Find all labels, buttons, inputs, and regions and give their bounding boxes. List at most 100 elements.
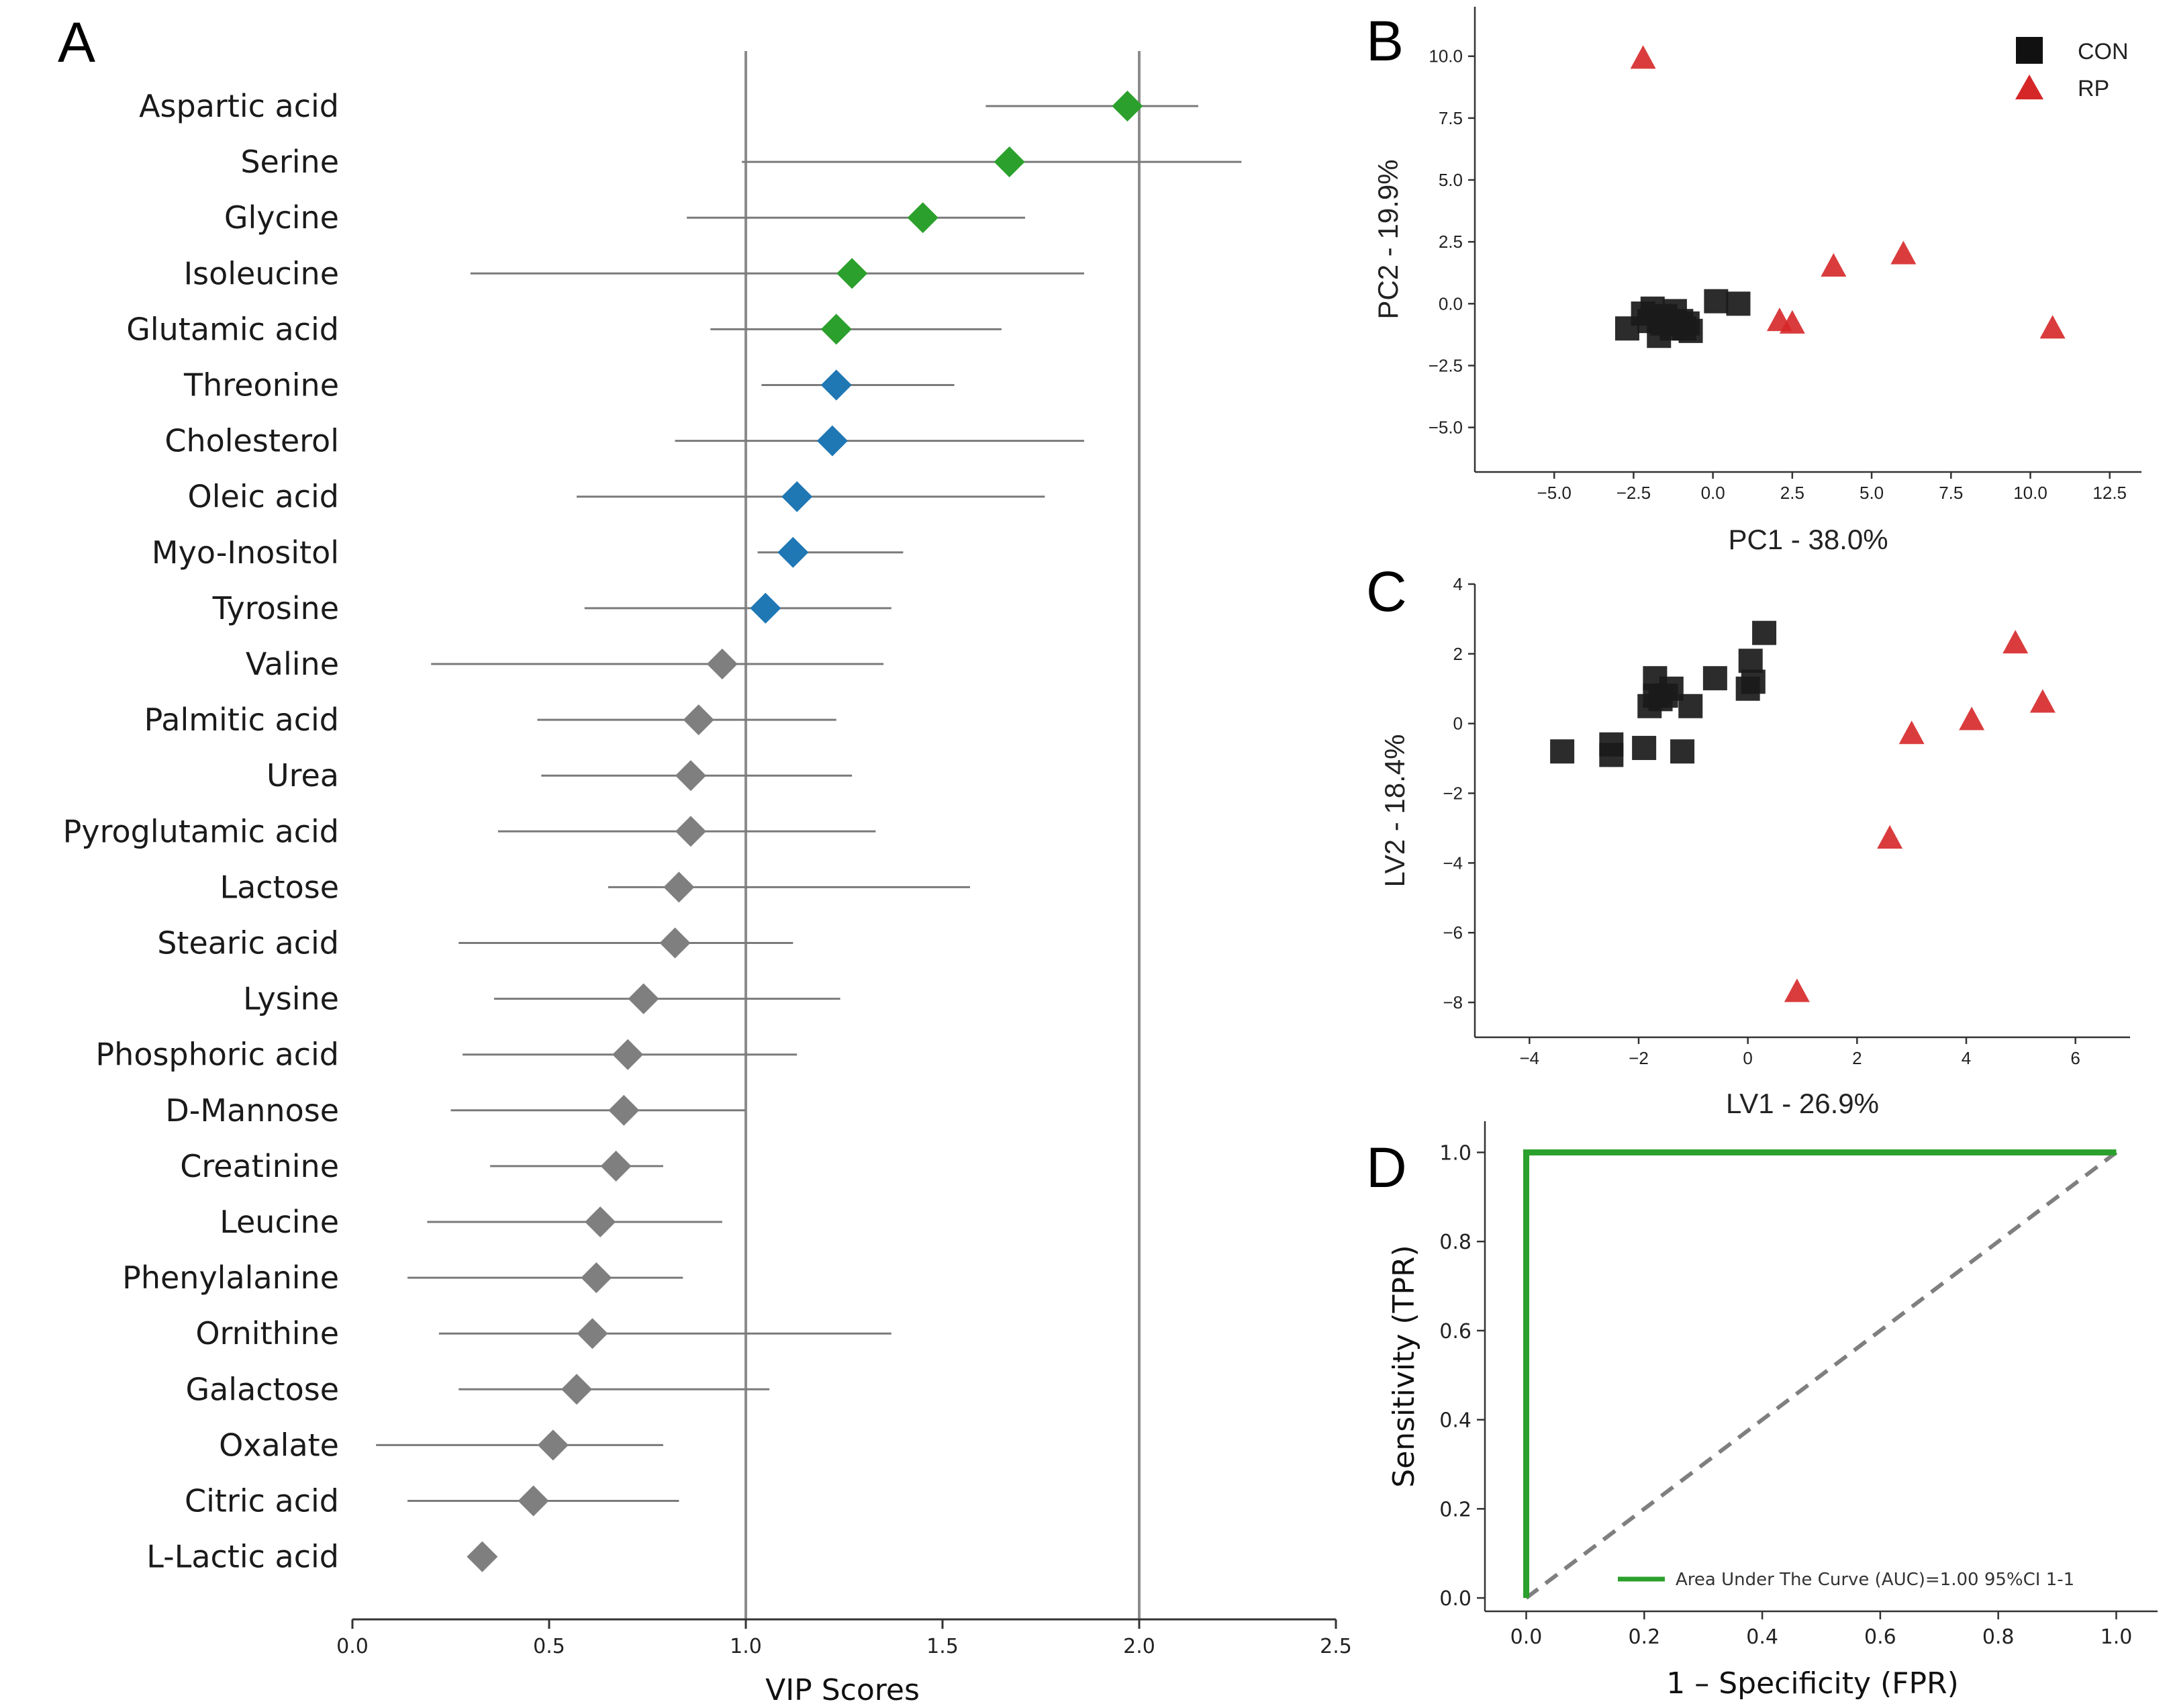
legend-auc-label: Area Under The Curve (AUC)=1.00 95%CI 1-…	[1676, 1570, 2074, 1590]
x-tick-label: 0.0	[336, 1635, 369, 1658]
metabolite-label: Lysine	[243, 981, 339, 1017]
metabolite-label: Stearic acid	[157, 925, 339, 961]
legend-rp-swatch	[2015, 75, 2043, 99]
x-tick-label: 0.4	[1746, 1625, 1778, 1649]
y-tick-label: 5.0	[1439, 170, 1463, 190]
panel-letter-c: C	[1366, 560, 1407, 623]
y-tick-label: 4	[1453, 574, 1463, 594]
metabolite-label: Pyroglutamic acid	[63, 813, 339, 849]
y-tick-label: 2	[1453, 644, 1463, 664]
x-tick-label: 4	[1962, 1048, 1971, 1068]
metabolite-label: L-Lactic acid	[146, 1539, 339, 1575]
vip-point	[663, 871, 695, 903]
chance-line	[1525, 1151, 2118, 1600]
metabolite-label: Myo-Inositol	[152, 534, 339, 571]
y-tick-label: 0	[1453, 714, 1463, 734]
y-tick-label: −4	[1443, 853, 1463, 873]
y-tick-label: 10.0	[1429, 46, 1463, 66]
legend-rp-label: RP	[2078, 76, 2109, 101]
metabolite-label: Valine	[246, 646, 339, 682]
panel-letter-d: D	[1366, 1136, 1407, 1199]
con-point	[1670, 739, 1695, 764]
x-tick-label: 2.5	[1780, 483, 1804, 503]
vip-point	[907, 202, 938, 234]
con-point	[1702, 666, 1727, 691]
x-tick-label: 10.0	[2013, 483, 2047, 503]
vip-point	[675, 816, 706, 847]
metabolite-label: Aspartic acid	[139, 88, 339, 124]
x-tick-label: 0.0	[1701, 483, 1725, 503]
x-tick-label: 6	[2070, 1048, 2080, 1068]
x-tick-label: 5.0	[1860, 483, 1884, 503]
vip-point	[581, 1262, 612, 1294]
legend-con-label: CON	[2078, 39, 2129, 64]
x-axis-title: VIP Scores	[765, 1673, 920, 1707]
legend-con-swatch	[2016, 37, 2043, 64]
y-tick-label: 2.5	[1439, 232, 1463, 252]
x-axis-title: LV1 - 26.9%	[1726, 1088, 1879, 1119]
y-tick-label: −8	[1443, 992, 1463, 1012]
vip-point	[820, 369, 852, 401]
y-tick-label: 0.0	[1439, 1587, 1472, 1611]
vip-point	[706, 649, 738, 679]
con-point	[1632, 736, 1657, 761]
metabolite-label: Urea	[267, 757, 339, 794]
x-tick-label: −4	[1520, 1048, 1540, 1068]
con-point	[1726, 291, 1751, 316]
panel-letter-b: B	[1366, 9, 1404, 73]
metabolite-label: Palmitic acid	[144, 702, 339, 738]
vip-point	[659, 927, 691, 959]
x-tick-label: 0	[1743, 1048, 1752, 1068]
vip-point	[836, 258, 868, 289]
x-tick-label: 0.5	[533, 1635, 565, 1658]
vip-point	[467, 1541, 498, 1572]
y-tick-label: 0.2	[1439, 1498, 1472, 1521]
metabolite-label: Oxalate	[219, 1427, 339, 1463]
con-point	[1752, 620, 1777, 645]
rp-point	[2029, 689, 2056, 713]
metabolite-label: Phenylalanine	[122, 1260, 339, 1296]
vip-point	[675, 760, 706, 792]
x-tick-label: 2.0	[1123, 1635, 1155, 1658]
x-axis-title: PC1 - 38.0%	[1728, 524, 1888, 555]
vip-point	[577, 1318, 608, 1349]
vip-point	[994, 146, 1025, 178]
con-point	[1599, 743, 1624, 767]
vip-point	[816, 425, 848, 457]
roc-curve-plot: 0.0 0.2 0.4 0.6 0.8 1.0 0.0 0.2 0.4 0.6 0.8 1.0 1 – …	[1387, 1121, 2158, 1701]
rp-point	[1890, 240, 1917, 265]
x-tick-label: 7.5	[1939, 483, 1963, 503]
y-axis-title: PC2 - 19.9%	[1372, 159, 1404, 319]
vip-point	[608, 1094, 640, 1126]
metabolite-label: Lactose	[220, 869, 339, 905]
con-point	[1704, 289, 1729, 314]
roc-curve	[1523, 1149, 2117, 1599]
vip-point	[518, 1485, 549, 1517]
x-tick-label: 0.6	[1864, 1625, 1896, 1649]
x-tick-label: −2.5	[1617, 483, 1651, 503]
vip-point	[561, 1374, 593, 1405]
metabolite-label: Threonine	[183, 367, 339, 404]
metabolite-label: Cholesterol	[164, 423, 339, 459]
x-tick-label: 12.5	[2092, 483, 2127, 503]
y-axis-title: Sensitivity (TPR)	[1387, 1245, 1421, 1487]
vip-point	[683, 704, 714, 736]
x-tick-label: 0.0	[1510, 1625, 1543, 1649]
rp-point	[1959, 706, 1985, 730]
plsda-score-plot: −4 −2 0 2 4 6 −8 −6 −4 −2 0 2 4 LV1 - 26.9% LV2 - 18.4…	[1379, 574, 2130, 1119]
metabolite-label: Creatinine	[180, 1148, 339, 1184]
pca-score-plot: −5.0 −2.5 0.0 2.5 5.0 7.5 10.0 12.5 −5.0 −2.5 0.0 2…	[1372, 7, 2141, 555]
rp-point	[1821, 253, 1847, 277]
vip-point	[585, 1206, 616, 1237]
x-tick-label: 1.0	[2101, 1625, 2133, 1649]
vip-score-plot: 0.0 0.5 1.0 1.5 2.0 2.5 VIP Scores Aspartic aci…	[63, 51, 1352, 1707]
rp-point	[1898, 720, 1925, 745]
rp-point	[2039, 315, 2066, 339]
rp-point	[1630, 45, 1656, 69]
con-point	[1738, 649, 1763, 673]
x-tick-label: 2.5	[1320, 1635, 1352, 1658]
vip-point	[600, 1150, 632, 1182]
metabolite-label: Glycine	[224, 199, 339, 236]
metabolite-label: Isoleucine	[184, 255, 339, 291]
